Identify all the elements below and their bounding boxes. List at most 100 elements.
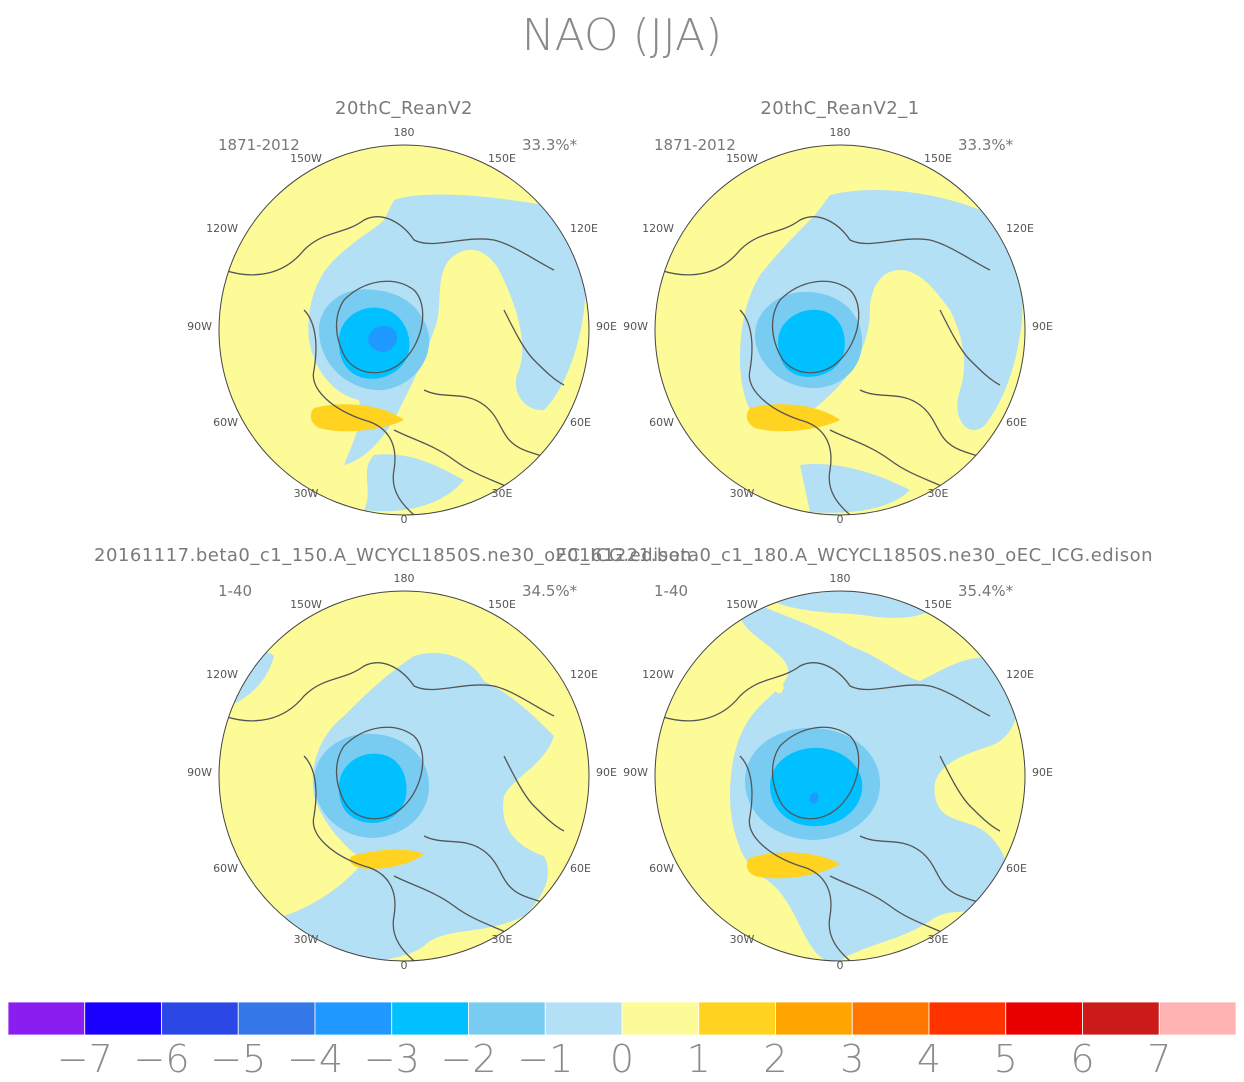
map-boundary xyxy=(218,590,590,962)
colorbar-swatch xyxy=(391,1001,469,1036)
lon-label-150e: 150E xyxy=(488,598,516,611)
panel-title: 20161117.beta0_c1_150.A_WCYCL1850S.ne30_… xyxy=(94,545,692,566)
colorbar-tick-label: 2 xyxy=(763,1037,787,1081)
coastlines xyxy=(659,216,1016,515)
lon-label-180: 180 xyxy=(394,572,415,585)
panel-3: 20161117.beta0_c1_150.A_WCYCL1850S.ne30_… xyxy=(94,545,692,972)
colorbar-tick-label: −6 xyxy=(133,1037,189,1081)
colorbar-swatch xyxy=(928,1001,1007,1036)
lon-label-90w: 90W xyxy=(623,320,648,333)
map-disk xyxy=(219,145,589,515)
colorbar-swatch xyxy=(1005,1001,1083,1036)
colorbar-swatch xyxy=(851,1001,930,1036)
colorbar-tick-label: 5 xyxy=(994,1037,1018,1081)
colorbar-swatch xyxy=(698,1001,776,1036)
lon-label-0: 0 xyxy=(837,513,844,526)
lon-label-60w: 60W xyxy=(213,862,238,875)
colorbar-swatch xyxy=(775,1001,853,1036)
coastlines xyxy=(223,662,580,961)
colorbar-tick-label: 0 xyxy=(610,1037,634,1081)
panel-period: 1871-2012 xyxy=(218,136,300,154)
panel-4: 20161221.beta0_c1_180.A_WCYCL1850S.ne30_… xyxy=(555,545,1153,972)
lon-label-60w: 60W xyxy=(649,416,674,429)
lon-label-30w: 30W xyxy=(730,933,755,946)
lon-label-90w: 90W xyxy=(187,766,212,779)
lon-label-90w: 90W xyxy=(187,320,212,333)
lon-label-120w: 120W xyxy=(642,668,674,681)
colorbar-swatch xyxy=(1082,1001,1160,1036)
colorbar-swatch xyxy=(7,1001,86,1036)
colorbar-tick-label: −7 xyxy=(57,1037,113,1081)
panel-title: 20161221.beta0_c1_180.A_WCYCL1850S.ne30_… xyxy=(555,545,1153,566)
colorbar-swatch xyxy=(237,1001,316,1036)
colorbar-swatch xyxy=(621,1001,700,1036)
colorbar-tick-label: −4 xyxy=(287,1037,343,1081)
colorbar-tick-label: 7 xyxy=(1147,1037,1171,1081)
panel-1: 20thC_ReanV2 1871-2012 33.3%* 180 0 150W… xyxy=(187,98,617,526)
lon-label-0: 0 xyxy=(401,513,408,526)
panel-variance: 33.3%* xyxy=(522,136,578,154)
colorbar-swatch xyxy=(1158,1001,1237,1036)
colorbar: −7 −6 −5 −4 −3 −2 −1 0 1 2 3 4 5 6 7 xyxy=(7,1001,1237,1081)
panel-period: 1871-2012 xyxy=(654,136,736,154)
lon-label-150e: 150E xyxy=(924,152,952,165)
lon-label-60w: 60W xyxy=(213,416,238,429)
lon-label-60e: 60E xyxy=(1006,862,1027,875)
panel-title: 20thC_ReanV2 xyxy=(335,98,473,119)
colorbar-swatch xyxy=(468,1001,546,1036)
colorbar-tick-label: −5 xyxy=(210,1037,266,1081)
lon-label-60e: 60E xyxy=(570,862,591,875)
lon-label-0: 0 xyxy=(401,959,408,972)
colorbar-tick-label: 3 xyxy=(840,1037,864,1081)
lon-label-30e: 30E xyxy=(928,933,949,946)
lon-label-30w: 30W xyxy=(294,487,319,500)
map-boundary xyxy=(654,590,1026,962)
lon-label-90e: 90E xyxy=(1032,320,1053,333)
lon-label-150w: 150W xyxy=(290,152,322,165)
lon-label-150w: 150W xyxy=(290,598,322,611)
lon-label-150w: 150W xyxy=(726,152,758,165)
colorbar-swatch xyxy=(544,1001,623,1036)
lon-label-30e: 30E xyxy=(492,933,513,946)
colorbar-tick-label: 4 xyxy=(917,1037,941,1081)
lon-label-30e: 30E xyxy=(928,487,949,500)
coastlines xyxy=(659,662,1016,961)
lon-label-90e: 90E xyxy=(596,766,617,779)
lon-label-150w: 150W xyxy=(726,598,758,611)
map-boundary xyxy=(654,144,1026,516)
lon-label-30w: 30W xyxy=(730,487,755,500)
colorbar-tick-label: 1 xyxy=(687,1037,711,1081)
lon-label-150e: 150E xyxy=(488,152,516,165)
panel-period: 1-40 xyxy=(218,582,252,600)
lon-label-60e: 60E xyxy=(1006,416,1027,429)
figure-title: NAO (JJA) xyxy=(522,10,722,61)
colorbar-tick-label: −3 xyxy=(364,1037,420,1081)
lon-label-180: 180 xyxy=(830,126,851,139)
lon-label-60e: 60E xyxy=(570,416,591,429)
lon-label-120e: 120E xyxy=(570,222,598,235)
lon-label-120w: 120W xyxy=(642,222,674,235)
lon-label-0: 0 xyxy=(837,959,844,972)
panel-variance: 34.5%* xyxy=(522,582,578,600)
colorbar-swatch xyxy=(314,1001,393,1036)
lon-label-120e: 120E xyxy=(570,668,598,681)
lon-label-120w: 120W xyxy=(206,668,238,681)
map-disk xyxy=(219,591,589,961)
lon-label-120e: 120E xyxy=(1006,222,1034,235)
lon-label-30e: 30E xyxy=(492,487,513,500)
panel-period: 1-40 xyxy=(654,582,688,600)
lon-label-90e: 90E xyxy=(1032,766,1053,779)
lon-label-30w: 30W xyxy=(294,933,319,946)
colorbar-swatch xyxy=(84,1001,162,1036)
panel-2: 20thC_ReanV2_1 1871-2012 33.3%* 180 0 15… xyxy=(623,98,1053,526)
panel-variance: 35.4%* xyxy=(958,582,1014,600)
lon-label-90w: 90W xyxy=(623,766,648,779)
lon-label-180: 180 xyxy=(394,126,415,139)
lon-label-180: 180 xyxy=(830,572,851,585)
colorbar-tick-label: −2 xyxy=(440,1037,496,1081)
panel-variance: 33.3%* xyxy=(958,136,1014,154)
lon-label-150e: 150E xyxy=(924,598,952,611)
lon-label-60w: 60W xyxy=(649,862,674,875)
colorbar-tick-label: 6 xyxy=(1070,1037,1094,1081)
